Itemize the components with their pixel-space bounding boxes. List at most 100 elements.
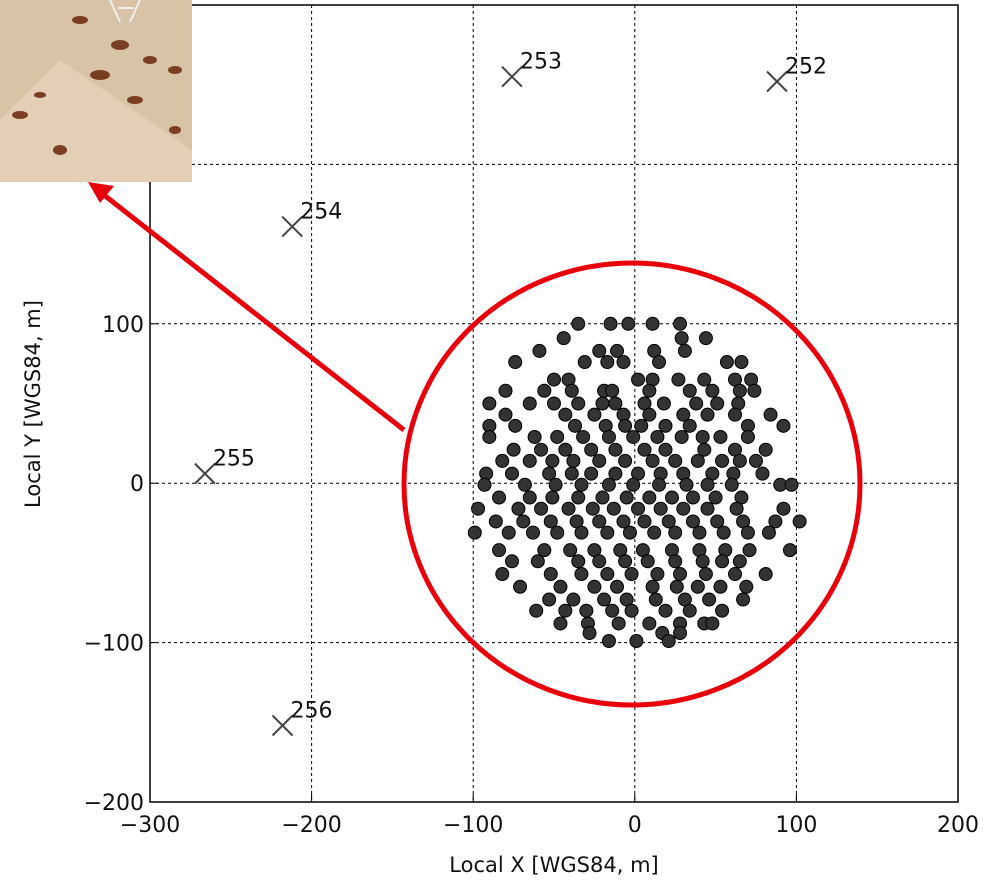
antenna-point	[700, 501, 715, 516]
antenna-point	[508, 418, 523, 433]
antenna-point	[576, 429, 591, 444]
antenna-point	[729, 501, 744, 516]
antenna-point	[749, 453, 763, 468]
plot-frame	[149, 4, 959, 803]
antenna-point	[732, 453, 747, 468]
station-label: 255	[213, 447, 255, 472]
antenna-point	[761, 525, 776, 540]
antenna-point	[542, 592, 557, 607]
y-tick-label: −100	[84, 632, 144, 657]
antenna-point	[618, 453, 633, 468]
plot-area: −300−200−1000100200−200−1000100200252253…	[84, 5, 979, 838]
antenna-point	[543, 514, 558, 529]
station-cross	[766, 70, 788, 93]
antenna-point	[713, 579, 728, 594]
antenna-point	[792, 514, 807, 529]
antenna-point	[668, 453, 683, 468]
antenna-point	[677, 343, 692, 358]
antenna-point	[529, 603, 544, 618]
antenna-point	[534, 501, 549, 516]
station-label: 254	[300, 200, 342, 225]
antenna-point	[650, 567, 665, 582]
antenna-point	[685, 514, 700, 529]
y-axis-label: Local Y [WGS84, m]	[21, 300, 45, 508]
antenna-point	[669, 579, 684, 594]
antenna-point	[482, 429, 497, 444]
antenna-point	[776, 501, 791, 516]
antenna-point	[697, 372, 712, 387]
antenna-point	[616, 355, 631, 370]
antenna-point	[579, 603, 594, 618]
antenna-point	[695, 554, 710, 569]
antenna-point	[571, 316, 586, 331]
antenna-point	[715, 453, 730, 468]
antenna-point	[566, 592, 581, 607]
antenna-point	[642, 407, 657, 422]
antenna-point	[550, 429, 565, 444]
antenna-point	[587, 407, 602, 422]
x-axis-label: Local X [WGS84, m]	[449, 853, 658, 877]
antenna-point	[545, 453, 560, 468]
antenna-point	[527, 429, 542, 444]
antenna-point	[658, 603, 673, 618]
antenna-point	[656, 396, 671, 411]
antenna-point	[661, 634, 676, 649]
antenna-point	[622, 525, 637, 540]
y-tick-label: −200	[84, 791, 144, 816]
antenna-point	[727, 567, 742, 582]
photo-tower	[109, 0, 141, 23]
station-marker	[501, 66, 523, 88]
antenna-point	[664, 490, 679, 505]
antenna-point	[600, 567, 615, 582]
antenna-point	[747, 383, 762, 398]
antenna-point	[498, 407, 513, 422]
antenna-point	[736, 592, 751, 607]
antenna-point	[652, 477, 667, 492]
antenna-point	[682, 603, 697, 618]
antenna-point	[682, 383, 697, 398]
antenna-point	[547, 372, 561, 387]
antenna-point	[653, 501, 668, 516]
antenna-point	[690, 453, 705, 468]
antenna-point	[600, 355, 615, 370]
antenna-point	[700, 477, 715, 492]
antenna-point	[558, 407, 573, 422]
antenna-point	[668, 554, 683, 569]
antenna-point	[601, 429, 616, 444]
antenna-point	[626, 477, 641, 492]
antenna-point	[553, 616, 568, 631]
antenna-point	[710, 396, 725, 411]
antenna-point	[501, 525, 516, 540]
x-tick-label: 0	[628, 813, 642, 838]
antenna-point	[642, 490, 657, 505]
highlight-circle	[401, 260, 863, 708]
antenna-point	[618, 554, 633, 569]
x-tick-label: −100	[443, 813, 503, 838]
antenna-point	[522, 453, 537, 468]
antenna-point	[584, 466, 599, 481]
antenna-point	[740, 525, 755, 540]
antenna-point	[595, 490, 610, 505]
station-marker	[271, 714, 294, 737]
antenna-point	[545, 490, 560, 505]
antenna-point	[556, 331, 571, 346]
antenna-point	[601, 634, 616, 649]
antenna-point	[739, 579, 754, 594]
antenna-point	[637, 514, 652, 529]
antenna-point	[624, 567, 639, 582]
station-label: 256	[291, 698, 333, 723]
antenna-point	[719, 355, 734, 370]
antenna-point	[713, 429, 728, 444]
antenna-point	[547, 396, 561, 411]
antenna-point	[734, 355, 749, 370]
antenna-point	[525, 525, 540, 540]
antenna-point	[710, 514, 725, 529]
antenna-point	[482, 396, 497, 411]
antenna-point	[692, 525, 707, 540]
antenna-point	[768, 514, 783, 529]
antenna-point	[676, 501, 691, 516]
antenna-point	[595, 396, 610, 411]
antenna-point	[616, 514, 631, 529]
antenna-point	[568, 418, 583, 433]
